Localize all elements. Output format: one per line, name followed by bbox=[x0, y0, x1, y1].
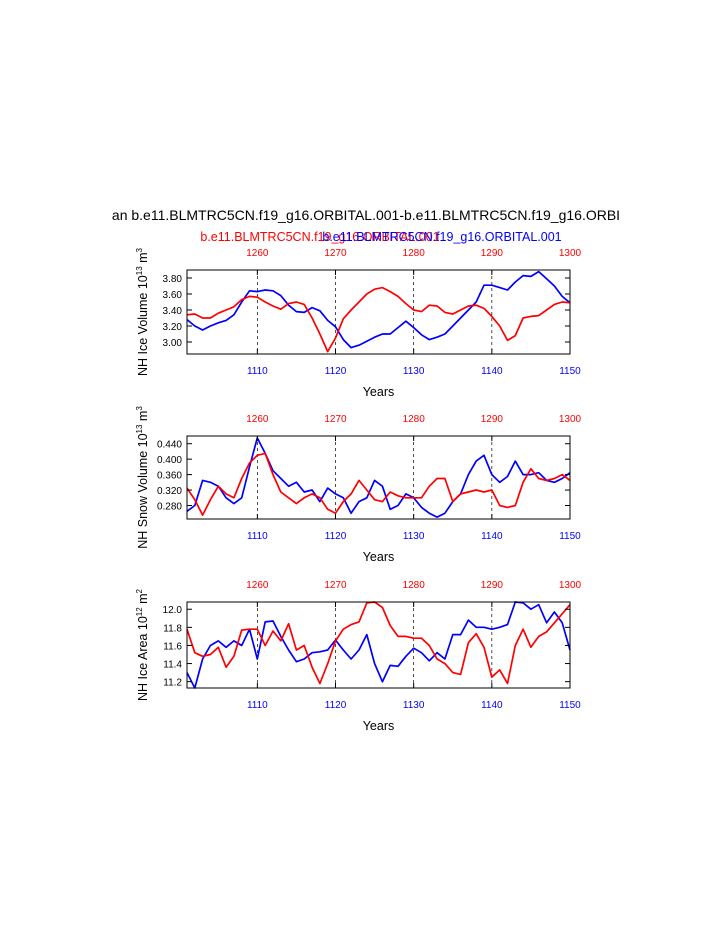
x-tick-label-top: 1270 bbox=[324, 580, 347, 591]
y-tick-label: 11.8 bbox=[163, 623, 182, 634]
series-blue-line bbox=[186, 270, 571, 349]
x-tick-label-bottom: 1140 bbox=[481, 366, 503, 377]
x-tick-label-bottom: 1130 bbox=[403, 700, 425, 711]
x-tick-label-bottom: 1130 bbox=[403, 366, 425, 377]
x-tick-label-top: 1300 bbox=[559, 414, 582, 425]
y-tick-label: 11.6 bbox=[163, 641, 182, 652]
x-tick-label-top: 1260 bbox=[246, 580, 269, 591]
x-tick-label-bottom: 1140 bbox=[481, 531, 503, 542]
x-tick-label-bottom: 1110 bbox=[247, 366, 268, 377]
x-tick-label-top: 1270 bbox=[324, 414, 347, 425]
x-tick-label-top: 1280 bbox=[403, 248, 426, 259]
y-tick-label: 3.60 bbox=[163, 290, 183, 301]
y-axis-title-text: NH Ice Volume 10 bbox=[136, 275, 150, 376]
x-axis-title: Years bbox=[363, 385, 395, 399]
legend-red-series: b.e11.BLMTRC5CN.f19_g16.ORBITAL.001 bbox=[200, 230, 439, 244]
plot-frame bbox=[186, 269, 571, 355]
x-tick-label-bottom: 1120 bbox=[325, 531, 347, 542]
series-blue-line bbox=[186, 437, 571, 518]
x-tick-label-top: 1290 bbox=[481, 248, 504, 259]
plot-frame bbox=[186, 435, 571, 520]
x-tick-label-bottom: 1120 bbox=[325, 366, 347, 377]
y-axis-title-unit-exponent: 3 bbox=[135, 247, 144, 252]
y-tick-label: 3.40 bbox=[163, 306, 183, 317]
panel-1: 3.00 3.20 3.40 3.60 3.80 1110 1120 1130 1140 1150… bbox=[135, 247, 582, 399]
plot-frame bbox=[186, 601, 571, 689]
y-tick-label: 11.2 bbox=[163, 678, 182, 689]
figure-title: an b.e11.BLMTRC5CN.f19_g16.ORBITAL.001-b… bbox=[112, 207, 620, 223]
y-tick-label: 12.0 bbox=[163, 605, 183, 616]
x-tick-label-bottom: 1110 bbox=[247, 700, 268, 711]
y-axis-title-unit-exponent: 3 bbox=[135, 406, 144, 411]
y-axis-title: NH Ice Volume 1013 m3 bbox=[135, 247, 150, 376]
y-tick-label: 11.4 bbox=[163, 660, 182, 671]
y-axis-title-unit: m bbox=[136, 252, 150, 266]
x-tick-label-top: 1290 bbox=[481, 414, 504, 425]
x-tick-label-top: 1300 bbox=[559, 580, 582, 591]
y-tick-label: 3.80 bbox=[163, 274, 183, 285]
y-tick-label: 3.20 bbox=[163, 322, 183, 333]
y-tick-label: 0.280 bbox=[157, 501, 182, 512]
x-tick-label-top: 1270 bbox=[324, 248, 347, 259]
x-tick-label-bottom: 1150 bbox=[559, 700, 581, 711]
panel-2: 0.280 0.320 0.360 0.400 0.440 1110 1120 1130 114… bbox=[135, 406, 582, 564]
x-tick-label-top: 1280 bbox=[403, 414, 426, 425]
x-tick-label-bottom: 1150 bbox=[559, 531, 581, 542]
y-tick-label: 0.440 bbox=[157, 440, 182, 451]
series-red-line bbox=[186, 286, 571, 353]
x-tick-label-top: 1280 bbox=[403, 580, 426, 591]
series-red-line bbox=[186, 601, 571, 685]
y-axis-title-text: NH Ice Area 10 bbox=[136, 616, 150, 701]
y-axis-title: NH Snow Volume 1013 m3 bbox=[135, 406, 150, 549]
y-axis-title-exponent: 13 bbox=[135, 266, 144, 275]
y-tick-label: 3.00 bbox=[163, 338, 183, 349]
y-axis-title-unit: m bbox=[136, 593, 150, 607]
panels: 3.00 3.20 3.40 3.60 3.80 1110 1120 1130 1140 1150… bbox=[135, 247, 582, 733]
x-tick-label-bottom: 1110 bbox=[247, 531, 268, 542]
x-tick-label-top: 1260 bbox=[246, 248, 269, 259]
y-axis-title-text: NH Snow Volume 10 bbox=[136, 433, 150, 548]
y-axis-title-exponent: 13 bbox=[135, 424, 144, 433]
panel-3: 11.2 11.4 11.6 11.8 12.0 1110 1120 1130 1140 1150… bbox=[135, 580, 582, 733]
x-tick-label-top: 1260 bbox=[246, 414, 269, 425]
y-axis-title: NH Ice Area 1012 m2 bbox=[135, 588, 150, 701]
x-tick-label-bottom: 1150 bbox=[559, 366, 581, 377]
x-axis-title: Years bbox=[363, 550, 395, 564]
y-tick-label: 0.320 bbox=[157, 486, 182, 497]
y-axis-title-exponent: 12 bbox=[135, 607, 144, 616]
x-axis-title: Years bbox=[363, 719, 395, 733]
x-tick-label-top: 1300 bbox=[559, 248, 582, 259]
y-axis-title-unit: m bbox=[136, 411, 150, 425]
series-blue-line bbox=[186, 601, 571, 689]
x-tick-label-top: 1290 bbox=[481, 580, 504, 591]
x-tick-label-bottom: 1120 bbox=[325, 700, 347, 711]
series-red-line bbox=[186, 452, 571, 516]
y-axis-title-unit-exponent: 2 bbox=[135, 588, 144, 593]
y-tick-label: 0.360 bbox=[157, 471, 182, 482]
y-tick-label: 0.400 bbox=[157, 455, 182, 466]
legend-blue-series: b.e11.BLMTRC5CN.f19_g16.ORBITAL.001 bbox=[322, 230, 561, 244]
x-tick-label-bottom: 1130 bbox=[403, 531, 425, 542]
x-tick-label-bottom: 1140 bbox=[481, 700, 503, 711]
